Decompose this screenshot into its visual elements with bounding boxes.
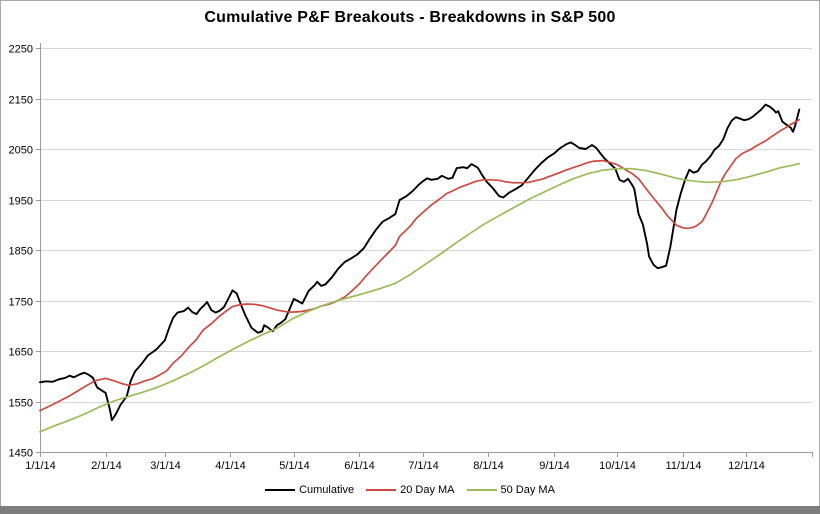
legend-item-label: 50 Day MA — [500, 484, 555, 496]
x-tick-label: 3/1/14 — [150, 460, 181, 472]
y-tick-label: 2050 — [9, 145, 33, 157]
y-tick-label: 1450 — [9, 448, 33, 460]
y-tick-label: 1850 — [9, 246, 33, 258]
legend-item-20-day-ma: 20 Day MA — [366, 484, 455, 496]
x-tick-label: 2/1/14 — [91, 460, 122, 472]
x-tick-label: 1/1/14 — [25, 460, 56, 472]
y-tick-label: 1950 — [9, 196, 33, 208]
series-line-20-day-ma — [39, 118, 801, 412]
x-tick-label: 5/1/14 — [279, 460, 310, 472]
x-tick-label: 12/1/14 — [728, 460, 765, 472]
legend-item-label: 20 Day MA — [400, 484, 455, 496]
legend-item-cumulative: Cumulative — [265, 484, 354, 496]
x-tick-label: 9/1/14 — [539, 460, 570, 472]
y-tick-label: 2150 — [9, 95, 33, 107]
legend-line-swatch — [265, 489, 296, 491]
x-tick-label: 8/1/14 — [473, 460, 504, 472]
x-tick-label: 10/1/14 — [599, 460, 636, 472]
x-tick-label: 6/1/14 — [344, 460, 375, 472]
y-tick-label: 1750 — [9, 297, 33, 309]
y-tick-label: 2250 — [9, 44, 33, 56]
legend-line-swatch — [466, 489, 497, 491]
y-tick-label: 1550 — [9, 398, 33, 410]
y-tick-label: 1650 — [9, 347, 33, 359]
series-line-50-day-ma — [39, 162, 801, 433]
bottom-edge-bar — [0, 506, 820, 514]
legend-item-label: Cumulative — [299, 484, 355, 496]
legend: Cumulative 20 Day MA 50 Day MA — [0, 479, 820, 501]
series-line-cumulative — [39, 103, 801, 422]
legend-item-50-day-ma: 50 Day MA — [466, 484, 555, 496]
legend-line-swatch — [366, 489, 397, 491]
x-tick-label: 7/1/14 — [408, 460, 439, 472]
x-tick-label: 11/1/14 — [666, 460, 702, 472]
x-tick-label: 4/1/14 — [215, 460, 246, 472]
chart-title: Cumulative P&F Breakouts - Breakdowns in… — [204, 9, 616, 26]
